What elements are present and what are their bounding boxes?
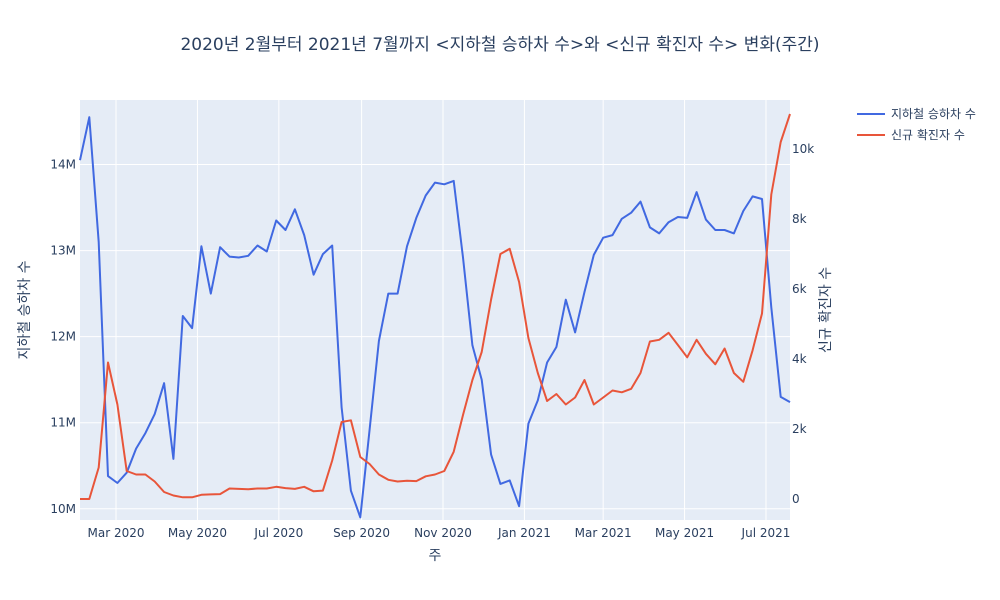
y-right-axis-title: 신규 확진자 수 [818,267,834,353]
series-line-1 [79,116,791,519]
legend-label-2: 신규 확진자 수 [891,128,965,142]
x-tick-label: May 2021 [655,526,714,540]
x-tick-label: Mar 2020 [88,526,145,540]
x-axis-title: 주 [429,548,442,564]
y-right-tick-label: 0 [792,492,800,506]
series-layer [79,113,791,519]
series-line-2 [80,113,791,500]
x-tick-label: Nov 2020 [414,526,472,540]
y-right-tick-label: 8k [792,212,807,226]
x-tick-label: Mar 2021 [575,526,632,540]
y-left-tick-label: 13M [50,244,76,258]
x-tick-label: Jul 2020 [253,526,303,540]
plot-area [80,100,790,520]
x-tick-label: Jan 2021 [497,526,551,540]
x-tick-label: May 2020 [168,526,227,540]
y-right-tick-label: 10k [792,142,814,156]
y-left-axis-ticks: 10M 11M 12M 13M 14M [50,158,76,516]
y-right-tick-label: 2k [792,422,807,436]
chart-title: 2020년 2월부터 2021년 7월까지 <지하철 승하차 수>와 <신규 확… [180,35,819,55]
y-left-tick-label: 11M [50,416,76,430]
y-left-tick-label: 10M [50,502,76,516]
y-left-axis-title: 지하철 승하차 수 [17,260,33,359]
x-tick-label: Sep 2020 [333,526,390,540]
y-right-tick-label: 4k [792,352,807,366]
y-left-tick-label: 12M [50,330,76,344]
x-axis-ticks: Mar 2020 May 2020 Jul 2020 Sep 2020 Nov 2020… [88,526,791,540]
y-left-tick-label: 14M [50,158,76,172]
legend-label-1: 지하철 승하차 수 [891,107,976,121]
legend: 지하철 승하차 수신규 확진자 수 [857,107,976,142]
y-right-axis-ticks: 0 2k 4k 6k 8k 10k [792,142,814,506]
y-right-tick-label: 6k [792,282,807,296]
x-tick-label: Jul 2021 [741,526,791,540]
